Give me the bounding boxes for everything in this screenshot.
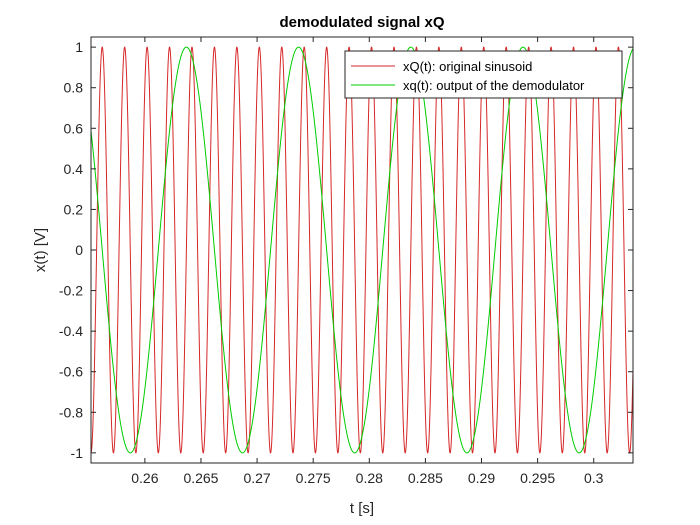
y-tick-label: -0.4: [59, 323, 83, 339]
y-tick-label: -0.8: [59, 404, 83, 420]
x-tick-label: 0.3: [584, 470, 604, 486]
y-tick-label: 0.6: [64, 120, 84, 136]
x-tick-label: 0.28: [356, 470, 383, 486]
x-tick-label: 0.29: [468, 470, 495, 486]
series-line-original-sinusoid: [91, 46, 633, 454]
legend-box: [344, 50, 623, 99]
chart-title: demodulated signal xQ: [279, 14, 444, 31]
series-layer: [91, 46, 633, 454]
y-tick-label: -0.6: [59, 364, 83, 380]
y-tick-label: 0.8: [64, 80, 84, 96]
y-tick-label: 0.4: [64, 161, 84, 177]
x-tick-label: 0.265: [183, 470, 218, 486]
x-tick-label: 0.295: [520, 470, 555, 486]
x-tick-label: 0.26: [131, 470, 158, 486]
y-axis-label: x(t) [V]: [32, 228, 49, 272]
y-tick-label: 1: [75, 39, 83, 55]
y-tick-label: 0: [75, 242, 83, 258]
x-tick-label: 0.285: [408, 470, 443, 486]
legend: xQ(t): original sinusoid xq(t): output of…: [344, 50, 623, 99]
y-tick-label: -1: [71, 445, 84, 461]
x-tick-label: 0.27: [243, 470, 270, 486]
tick-layer: 0.26 0.265 0.27 0.275 0.28 0.285 0.29 0.295 0.3 -…: [59, 37, 633, 486]
x-axis-label: t [s]: [350, 500, 374, 517]
x-tick-label: 0.275: [296, 470, 331, 486]
y-tick-label: -0.2: [59, 283, 83, 299]
legend-entry-label: xq(t): output of the demodulator: [403, 78, 585, 93]
legend-entry-label: xQ(t): original sinusoid: [403, 59, 532, 74]
y-tick-label: 0.2: [64, 201, 84, 217]
series-line-demodulator-output: [91, 46, 633, 454]
